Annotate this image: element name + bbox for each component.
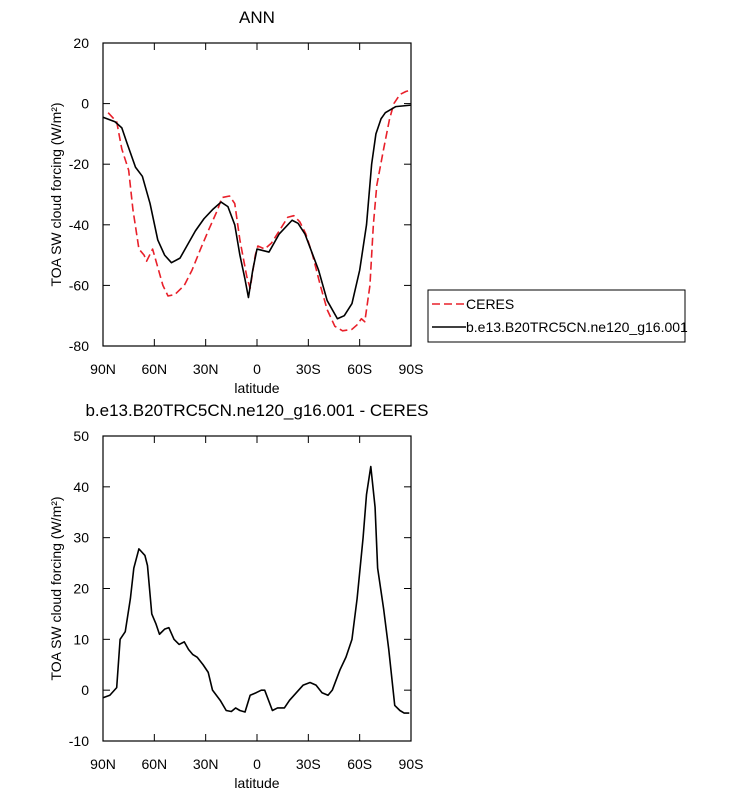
legend-box xyxy=(427,289,686,343)
x-tick-label: 60N xyxy=(141,361,167,377)
y-axis-label: TOA SW cloud forcing (W/m²) xyxy=(48,102,64,286)
x-tick-label: 60S xyxy=(347,756,372,772)
x-axis-label: latitude xyxy=(234,775,279,791)
y-tick-label: -40 xyxy=(69,217,89,233)
y-tick-label: 40 xyxy=(73,479,89,495)
y-tick-label: 50 xyxy=(73,428,89,444)
x-tick-label: 90S xyxy=(399,361,424,377)
legend: CERES b.e13.B20TRC5CN.ne120_g16.001 xyxy=(427,289,688,343)
y-tick-label: 20 xyxy=(73,35,89,51)
data-line xyxy=(107,89,412,332)
y-tick-label: -10 xyxy=(69,733,89,749)
x-tick-label: 90N xyxy=(90,361,116,377)
x-tick-label: 0 xyxy=(253,361,261,377)
y-tick-label: -60 xyxy=(69,277,89,293)
x-tick-label: 30S xyxy=(296,756,321,772)
y-tick-label: 0 xyxy=(81,682,89,698)
y-tick-label: 20 xyxy=(73,581,89,597)
y-axis-label: TOA SW cloud forcing (W/m²) xyxy=(48,496,64,680)
plot-frame xyxy=(102,42,412,347)
x-axis-label: latitude xyxy=(234,380,279,396)
y-tick-label: -20 xyxy=(69,156,89,172)
x-tick-label: 90N xyxy=(90,756,116,772)
data-line xyxy=(102,465,410,714)
x-tick-label: 60N xyxy=(141,756,167,772)
data-line xyxy=(102,104,412,320)
x-tick-label: 60S xyxy=(347,361,372,377)
x-tick-label: 30N xyxy=(193,361,219,377)
x-tick-label: 0 xyxy=(253,756,261,772)
y-tick-label: 30 xyxy=(73,530,89,546)
y-tick-label: 0 xyxy=(81,96,89,112)
x-tick-label: 30N xyxy=(193,756,219,772)
chart-title: ANN xyxy=(239,8,275,27)
y-tick-label: 10 xyxy=(73,631,89,647)
chart-title: b.e13.B20TRC5CN.ne120_g16.001 - CERES xyxy=(85,401,428,420)
legend-label: b.e13.B20TRC5CN.ne120_g16.001 xyxy=(466,319,688,335)
legend-label: CERES xyxy=(466,296,514,312)
x-tick-label: 30S xyxy=(296,361,321,377)
plot-frame xyxy=(102,435,412,742)
x-tick-label: 90S xyxy=(399,756,424,772)
y-tick-label: -80 xyxy=(69,338,89,354)
